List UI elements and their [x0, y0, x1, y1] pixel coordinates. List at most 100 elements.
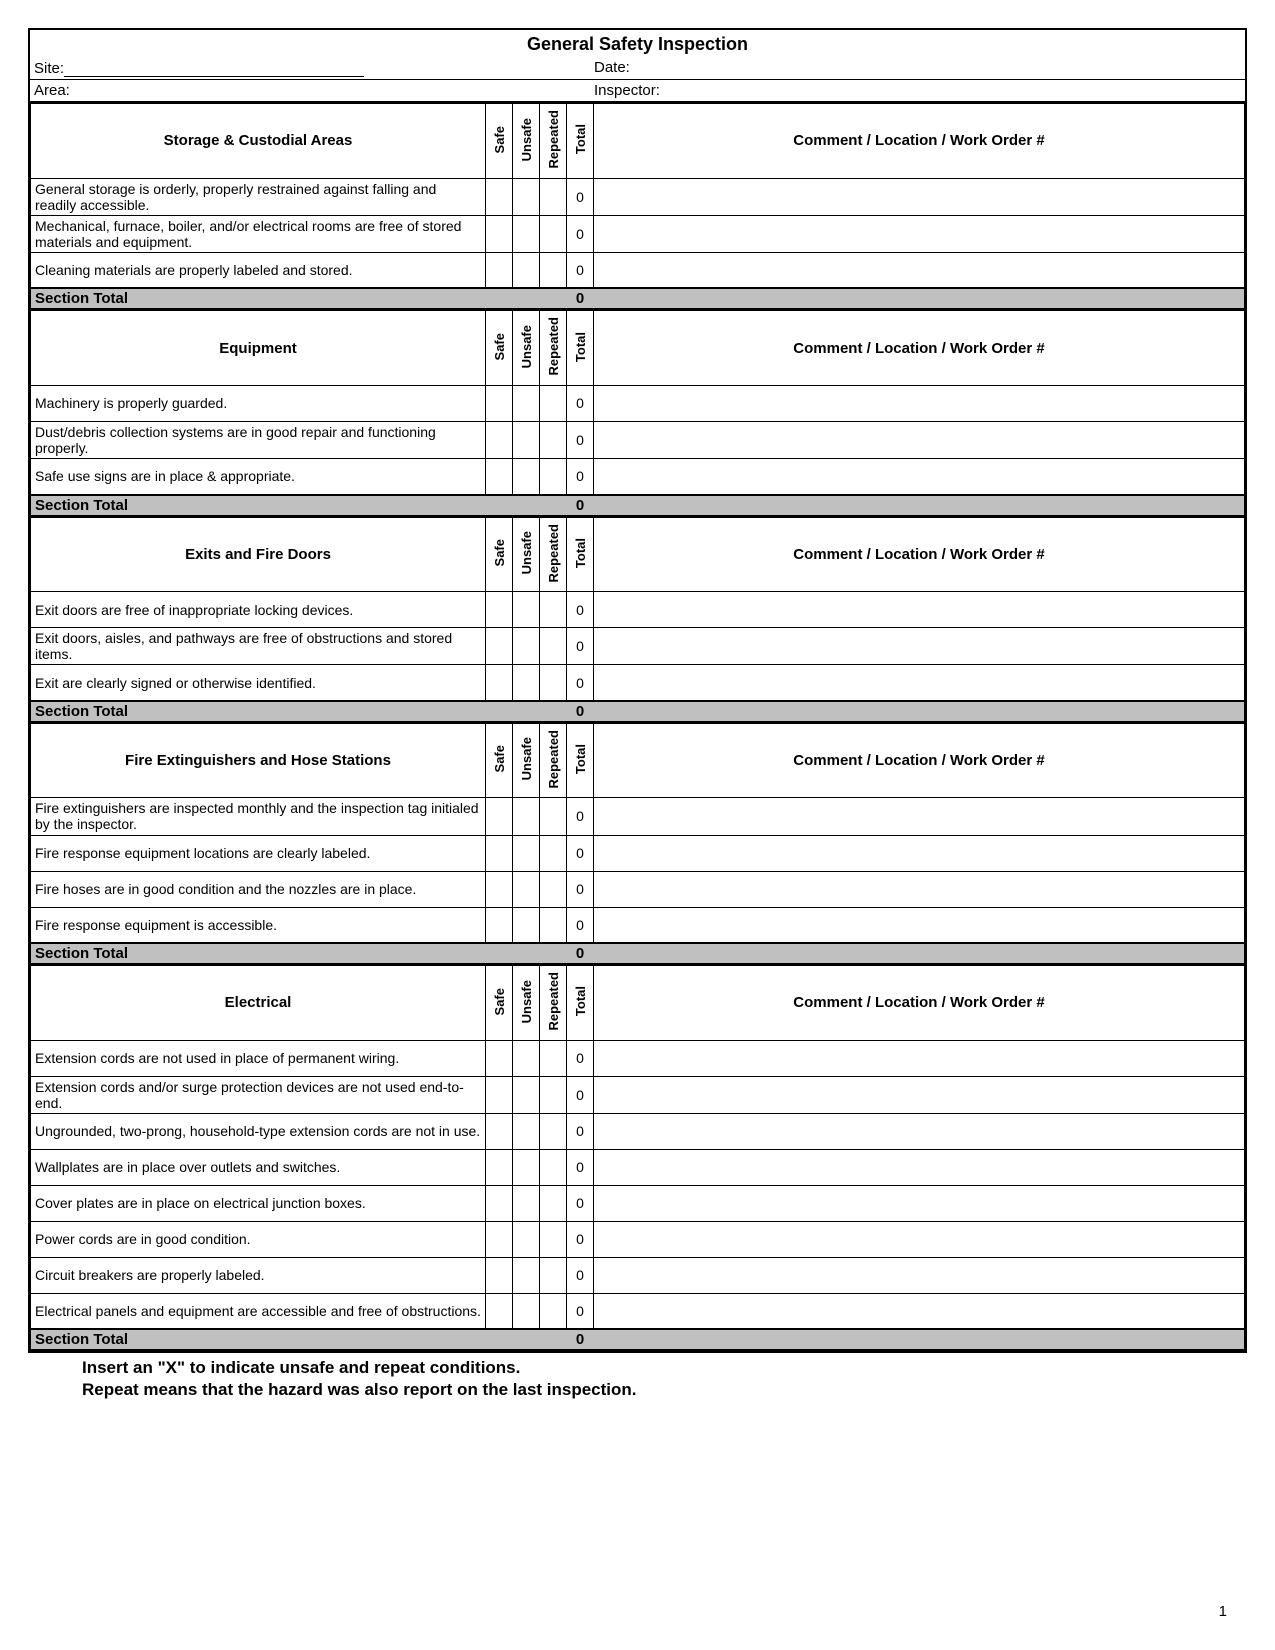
- sections-host: Storage & Custodial AreasSafeUnsafeRepea…: [30, 103, 1245, 1351]
- unsafe-cell[interactable]: [513, 798, 540, 835]
- unsafe-cell[interactable]: [513, 421, 540, 458]
- safe-cell[interactable]: [486, 871, 513, 907]
- comment-cell[interactable]: [594, 178, 1245, 215]
- safe-cell[interactable]: [486, 459, 513, 495]
- repeated-cell[interactable]: [540, 628, 567, 665]
- comment-cell[interactable]: [594, 1221, 1245, 1257]
- unsafe-cell[interactable]: [513, 1040, 540, 1076]
- repeated-cell[interactable]: [540, 665, 567, 701]
- unsafe-cell[interactable]: [513, 459, 540, 495]
- safe-cell[interactable]: [486, 835, 513, 871]
- col-unsafe: Unsafe: [513, 723, 540, 798]
- repeated-cell[interactable]: [540, 871, 567, 907]
- repeated-cell[interactable]: [540, 252, 567, 288]
- col-comment: Comment / Location / Work Order #: [594, 966, 1245, 1041]
- comment-cell[interactable]: [594, 1076, 1245, 1113]
- comment-cell[interactable]: [594, 1185, 1245, 1221]
- comment-cell[interactable]: [594, 385, 1245, 421]
- comment-cell[interactable]: [594, 1040, 1245, 1076]
- repeated-cell[interactable]: [540, 592, 567, 628]
- section-name-header: Storage & Custodial Areas: [31, 104, 486, 179]
- safe-cell[interactable]: [486, 178, 513, 215]
- section-total-label: Section Total: [31, 1329, 486, 1350]
- repeated-cell[interactable]: [540, 215, 567, 252]
- inspector-label: Inspector:: [594, 82, 660, 99]
- safe-cell[interactable]: [486, 421, 513, 458]
- row-total: 0: [567, 215, 594, 252]
- safe-cell[interactable]: [486, 1149, 513, 1185]
- unsafe-cell[interactable]: [513, 1185, 540, 1221]
- unsafe-cell[interactable]: [513, 1221, 540, 1257]
- item-text: Safe use signs are in place & appropriat…: [31, 459, 486, 495]
- repeated-cell[interactable]: [540, 1221, 567, 1257]
- unsafe-cell[interactable]: [513, 1076, 540, 1113]
- unsafe-cell[interactable]: [513, 215, 540, 252]
- repeated-cell[interactable]: [540, 1149, 567, 1185]
- comment-cell[interactable]: [594, 592, 1245, 628]
- unsafe-cell[interactable]: [513, 1113, 540, 1149]
- comment-cell[interactable]: [594, 835, 1245, 871]
- repeated-cell[interactable]: [540, 1185, 567, 1221]
- comment-cell[interactable]: [594, 665, 1245, 701]
- comment-cell[interactable]: [594, 252, 1245, 288]
- comment-cell[interactable]: [594, 1257, 1245, 1293]
- unsafe-cell[interactable]: [513, 385, 540, 421]
- repeated-cell[interactable]: [540, 1257, 567, 1293]
- safe-cell[interactable]: [486, 798, 513, 835]
- safe-cell[interactable]: [486, 1040, 513, 1076]
- unsafe-cell[interactable]: [513, 665, 540, 701]
- comment-cell[interactable]: [594, 628, 1245, 665]
- repeated-cell[interactable]: [540, 907, 567, 943]
- comment-cell[interactable]: [594, 1293, 1245, 1329]
- unsafe-cell[interactable]: [513, 252, 540, 288]
- unsafe-cell[interactable]: [513, 1293, 540, 1329]
- safe-cell[interactable]: [486, 1076, 513, 1113]
- safe-cell[interactable]: [486, 1113, 513, 1149]
- safe-cell[interactable]: [486, 252, 513, 288]
- unsafe-cell[interactable]: [513, 871, 540, 907]
- comment-cell[interactable]: [594, 1149, 1245, 1185]
- safe-cell[interactable]: [486, 385, 513, 421]
- comment-cell[interactable]: [594, 1113, 1245, 1149]
- safe-cell[interactable]: [486, 1185, 513, 1221]
- comment-cell[interactable]: [594, 871, 1245, 907]
- comment-cell[interactable]: [594, 215, 1245, 252]
- repeated-cell[interactable]: [540, 798, 567, 835]
- unsafe-cell[interactable]: [513, 628, 540, 665]
- safe-cell[interactable]: [486, 1221, 513, 1257]
- safe-cell[interactable]: [486, 665, 513, 701]
- site-field[interactable]: [64, 59, 364, 77]
- repeated-cell[interactable]: [540, 1293, 567, 1329]
- repeated-cell[interactable]: [540, 835, 567, 871]
- safe-cell[interactable]: [486, 907, 513, 943]
- unsafe-cell[interactable]: [513, 178, 540, 215]
- unsafe-cell[interactable]: [513, 1257, 540, 1293]
- comment-cell[interactable]: [594, 798, 1245, 835]
- meta-row-1: Site: Date:: [30, 57, 1245, 80]
- unsafe-cell[interactable]: [513, 907, 540, 943]
- row-total: 0: [567, 1293, 594, 1329]
- comment-cell[interactable]: [594, 421, 1245, 458]
- safe-cell[interactable]: [486, 628, 513, 665]
- safe-cell[interactable]: [486, 1293, 513, 1329]
- repeated-cell[interactable]: [540, 421, 567, 458]
- comment-cell[interactable]: [594, 907, 1245, 943]
- inspection-row: Ungrounded, two-prong, household-type ex…: [31, 1113, 1245, 1149]
- item-text: Circuit breakers are properly labeled.: [31, 1257, 486, 1293]
- repeated-cell[interactable]: [540, 1113, 567, 1149]
- comment-cell[interactable]: [594, 459, 1245, 495]
- repeated-cell[interactable]: [540, 385, 567, 421]
- safe-cell[interactable]: [486, 1257, 513, 1293]
- repeated-cell[interactable]: [540, 1076, 567, 1113]
- col-total: Total: [567, 517, 594, 592]
- unsafe-cell[interactable]: [513, 592, 540, 628]
- unsafe-cell[interactable]: [513, 1149, 540, 1185]
- safe-cell[interactable]: [486, 215, 513, 252]
- safe-cell[interactable]: [486, 592, 513, 628]
- repeated-cell[interactable]: [540, 1040, 567, 1076]
- repeated-cell[interactable]: [540, 459, 567, 495]
- inspection-row: General storage is orderly, properly res…: [31, 178, 1245, 215]
- row-total: 0: [567, 252, 594, 288]
- unsafe-cell[interactable]: [513, 835, 540, 871]
- repeated-cell[interactable]: [540, 178, 567, 215]
